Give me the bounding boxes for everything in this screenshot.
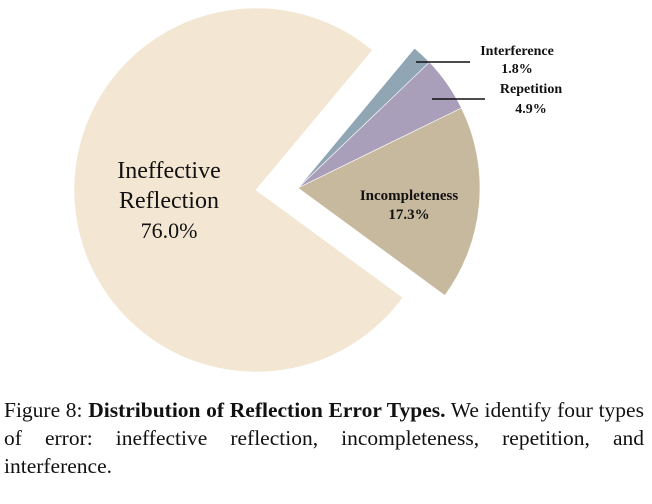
figure-label: Figure 8: (4, 398, 83, 422)
pie-chart: Ineffective Reflection 76.0% Incompleteness… (73, 7, 562, 373)
label-ineffective-line2: Reflection (119, 188, 219, 214)
label-incompleteness: Incompleteness (360, 188, 458, 204)
label-repetition: Repetition (500, 82, 562, 97)
label-interference: Interference (480, 44, 554, 59)
value-ineffective: 76.0% (141, 218, 198, 243)
caption-text: We identify four types of error: ineffec… (4, 398, 644, 478)
slice-incompleteness (297, 107, 481, 296)
value-incompleteness: 17.3% (388, 207, 429, 223)
value-repetition: 4.9% (515, 102, 547, 117)
slice-ineffective-reflection (73, 7, 404, 373)
caption-title: Distribution of Reflection Error Types. (88, 398, 446, 422)
label-ineffective-line1: Ineffective (117, 158, 221, 184)
figure-caption: Figure 8: Distribution of Reflection Err… (4, 396, 644, 480)
value-interference: 1.8% (501, 62, 533, 77)
